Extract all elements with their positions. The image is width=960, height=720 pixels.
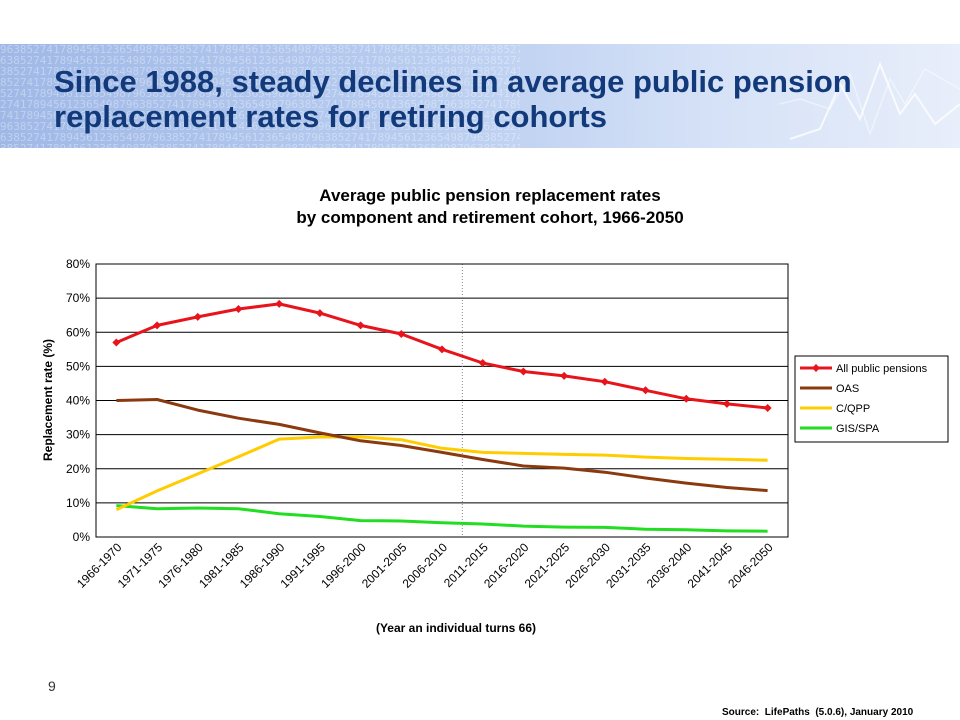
title-banner: 9638527417894561236549879638527417894561… <box>0 44 960 148</box>
y-tick-label: 10% <box>66 496 90 510</box>
data-point-marker <box>356 321 365 330</box>
plot-area-border <box>95 263 789 538</box>
data-point-marker <box>112 338 121 347</box>
axes <box>95 263 789 538</box>
page-number: 9 <box>48 678 56 694</box>
chart-title-line-2: by component and retirement cohort, 1966… <box>296 208 683 227</box>
y-tick-labels: 0% 10% 20% 30% 40% 50% 60% 70% 80% <box>66 257 90 544</box>
x-tick-labels: 1966-19701971-19751976-19801981-19851986… <box>74 540 776 591</box>
y-tick-label: 80% <box>66 257 90 271</box>
data-point-marker <box>315 309 324 318</box>
gridlines <box>96 263 788 504</box>
series-line <box>115 302 768 410</box>
data-point-marker <box>600 377 609 386</box>
data-point-marker <box>193 312 202 321</box>
y-tick-label: 40% <box>66 394 90 408</box>
data-point-marker <box>234 305 243 314</box>
y-tick-label: 70% <box>66 291 90 305</box>
y-axis-label: Replacement rate (%) <box>41 339 55 461</box>
data-point-marker <box>153 321 162 330</box>
x-tick-label: 2046-2050 <box>725 540 776 591</box>
series-line <box>115 435 768 512</box>
chart-title-line-1: Average public pension replacement rates <box>319 186 660 205</box>
legend-label: C/QPP <box>836 403 870 415</box>
legend-label: OAS <box>836 383 859 395</box>
series-line <box>116 504 768 533</box>
x-axis-label: (Year an individual turns 66) <box>376 621 536 635</box>
data-point-marker <box>438 345 446 354</box>
banner-digit-pattern: 9638527417894561236549879638527417894561… <box>0 44 520 148</box>
legend: All public pensions OAS C/QPP GIS/SPA <box>794 355 949 443</box>
data-point-marker <box>519 367 528 376</box>
series-line <box>116 398 768 493</box>
series-lines <box>112 299 772 533</box>
data-point-marker <box>478 358 487 367</box>
data-point-marker <box>560 371 569 380</box>
y-tick-label: 0% <box>73 530 91 544</box>
source-note: Source: LifePaths (5.0.6), January 2010 <box>722 707 914 718</box>
legend-label: All public pensions <box>836 363 928 375</box>
data-point-marker <box>682 394 691 403</box>
data-point-marker <box>763 404 772 413</box>
banner-waveform-decoration <box>779 61 960 140</box>
y-tick-label: 60% <box>66 325 90 339</box>
data-point-marker <box>397 329 406 338</box>
y-tick-label: 30% <box>66 428 90 442</box>
legend-label: GIS/SPA <box>836 423 880 435</box>
legend-marker <box>812 364 820 372</box>
slide-title: Since 1988, steady declines in average p… <box>54 64 852 134</box>
data-point-marker <box>275 299 284 308</box>
data-point-marker <box>722 399 731 408</box>
y-tick-label: 50% <box>66 359 90 373</box>
data-point-marker <box>641 386 650 395</box>
y-tick-label: 20% <box>66 462 90 476</box>
